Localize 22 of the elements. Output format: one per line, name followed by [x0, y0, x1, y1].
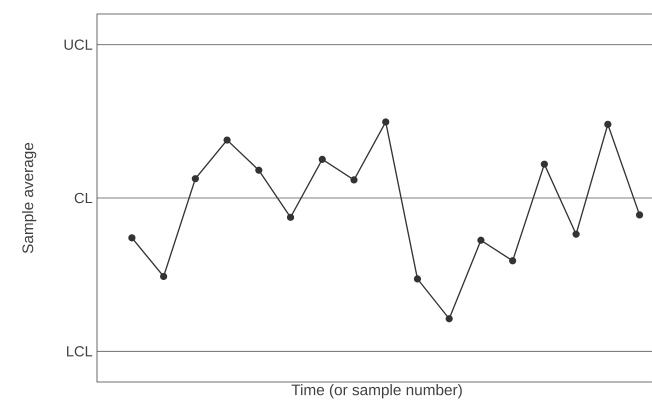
point	[604, 120, 612, 128]
ref-line-label: LCL	[67, 346, 92, 357]
y-axis-title: Sample average	[22, 142, 36, 254]
point	[382, 118, 390, 126]
point	[446, 315, 453, 322]
point	[160, 272, 168, 280]
point	[318, 156, 326, 163]
point	[509, 257, 516, 264]
point	[636, 211, 644, 219]
point	[255, 166, 262, 174]
point	[223, 136, 231, 144]
point	[540, 160, 548, 168]
point	[286, 214, 294, 221]
ref-line-label: CL	[74, 192, 92, 204]
point	[128, 234, 136, 242]
point	[350, 176, 358, 184]
point	[192, 175, 199, 182]
x-axis-title: Time (or sample number)	[292, 384, 462, 398]
ref-line-label: UCL	[64, 39, 92, 50]
point	[414, 275, 422, 282]
point	[572, 230, 580, 238]
point	[477, 236, 485, 244]
